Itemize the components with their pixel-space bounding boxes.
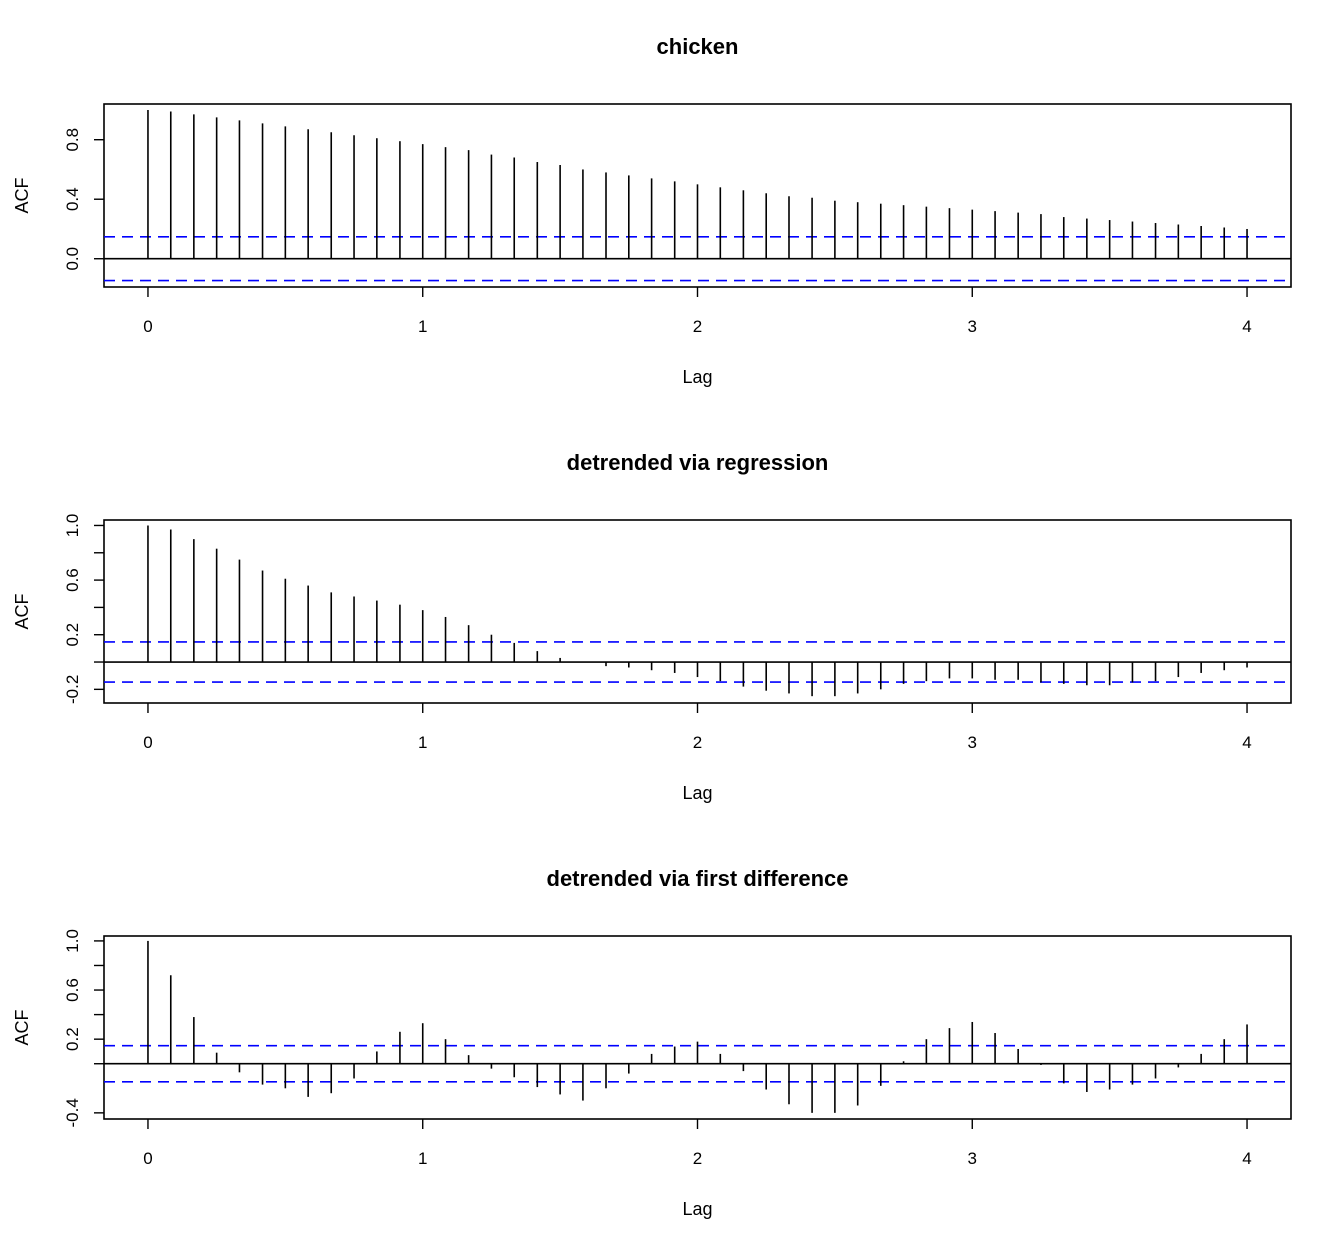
y-axis-label: ACF <box>12 1009 32 1045</box>
x-tick-label: 1 <box>418 317 427 336</box>
panel-title: detrended via first difference <box>547 866 849 891</box>
x-tick-label: 2 <box>693 1149 702 1168</box>
y-tick-label: 0.8 <box>63 128 82 152</box>
y-tick-label: 0.6 <box>63 978 82 1002</box>
x-tick-label: 4 <box>1242 1149 1251 1168</box>
y-tick-label: -0.2 <box>63 675 82 704</box>
x-tick-label: 0 <box>143 317 152 336</box>
y-tick-label: 0.2 <box>63 1027 82 1051</box>
y-tick-label: 0.2 <box>63 623 82 647</box>
acf-panel-2: detrended via regression 0 1 2 3 4 -0.2 0.2 0.6 1… <box>12 450 1292 803</box>
acf-panel-1: chicken 0 1 2 3 4 0.0 0.4 0.8 Lag ACF <box>12 34 1292 387</box>
y-tick-label: -0.4 <box>63 1098 82 1127</box>
x-tick-label: 3 <box>968 1149 977 1168</box>
x-tick-label: 1 <box>418 733 427 752</box>
panel-title: chicken <box>657 34 739 59</box>
x-tick-label: 3 <box>968 317 977 336</box>
x-tick-label: 3 <box>968 733 977 752</box>
x-tick-label: 0 <box>143 1149 152 1168</box>
x-tick-label: 2 <box>693 733 702 752</box>
y-tick-label: 1.0 <box>63 929 82 953</box>
x-axis-label: Lag <box>682 1199 712 1219</box>
y-tick-label: 0.4 <box>63 187 82 211</box>
panel-title: detrended via regression <box>567 450 829 475</box>
y-tick-label: 1.0 <box>63 514 82 538</box>
x-tick-label: 4 <box>1242 317 1251 336</box>
x-axis-label: Lag <box>682 367 712 387</box>
x-tick-label: 0 <box>143 733 152 752</box>
y-axis-label: ACF <box>12 593 32 629</box>
acf-panel-3: detrended via first difference 0 1 2 3 4 -0.4 0… <box>12 866 1292 1219</box>
y-tick-label: 0.6 <box>63 568 82 592</box>
x-axis-label: Lag <box>682 783 712 803</box>
x-tick-label: 1 <box>418 1149 427 1168</box>
x-tick-label: 4 <box>1242 733 1251 752</box>
x-tick-label: 2 <box>693 317 702 336</box>
y-tick-label: 0.0 <box>63 247 82 271</box>
y-axis-label: ACF <box>12 177 32 213</box>
plot-frame <box>103 935 1292 1120</box>
